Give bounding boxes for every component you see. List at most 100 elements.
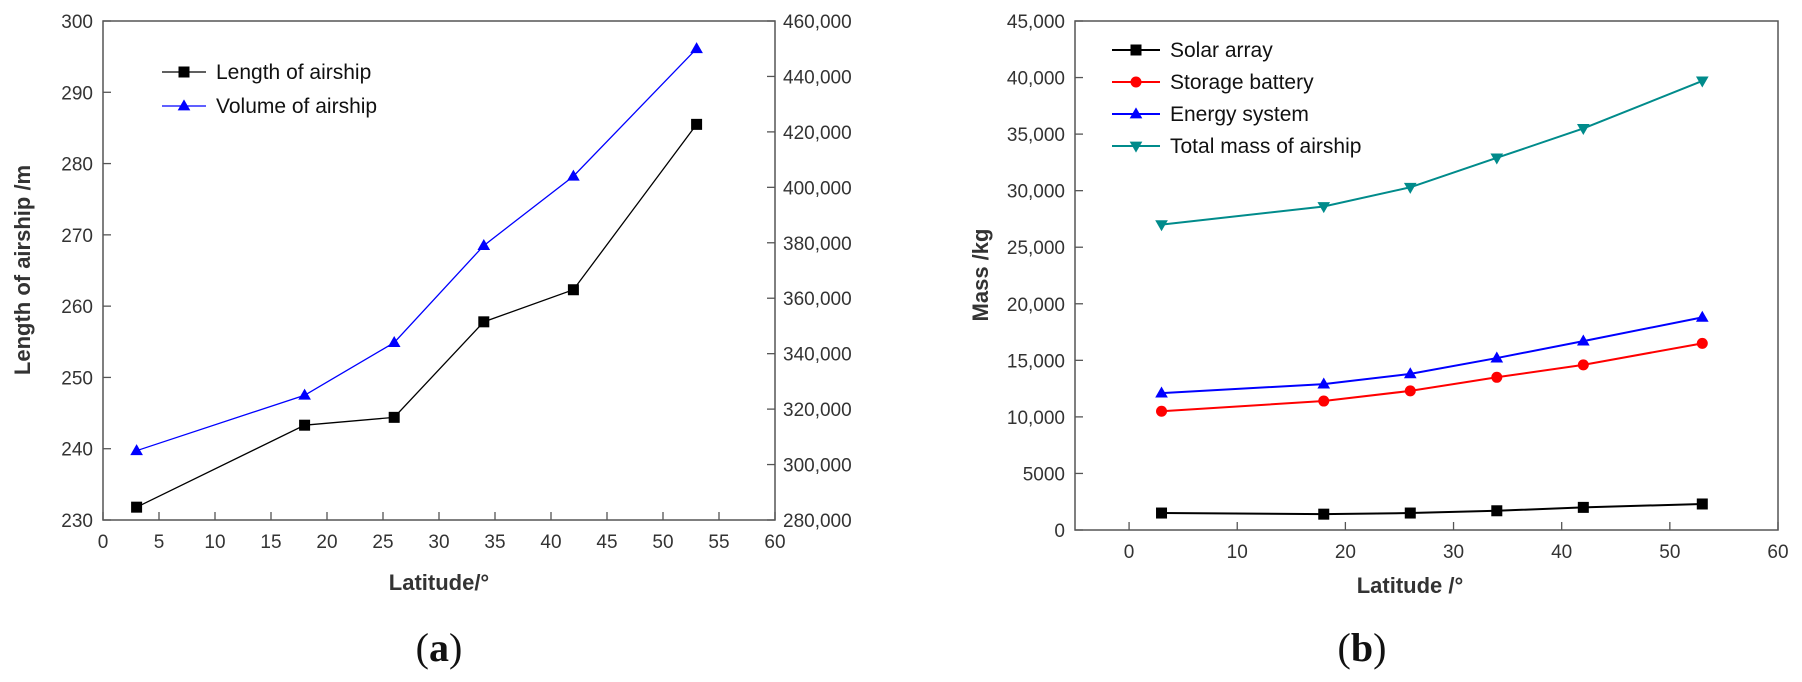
chart-b-solar-array-point (1156, 507, 1168, 519)
chart-a-x-tick-label: 35 (484, 532, 505, 553)
chart-a-y2-tick-label: 320,000 (783, 400, 852, 421)
chart-a-y-ticks: 230 240 250 260 270 280 290 300 (61, 12, 111, 532)
chart-b-solar-array-line (1161, 502, 1703, 516)
chart-a-length-of-airship-point (567, 284, 579, 296)
chart-b-y-tick-label: 25,000 (1007, 238, 1065, 259)
chart-a-x-tick-label: 50 (652, 532, 673, 553)
chart-a-y2-tick-label: 400,000 (783, 178, 852, 199)
chart-a-y-tick-label: 230 (61, 511, 93, 532)
chart-b-series (1155, 76, 1709, 520)
chart-a-y-tick-label: 240 (61, 440, 93, 461)
chart-a-x-tick-label: 20 (316, 532, 337, 553)
chart-b-x-tick-label: 40 (1551, 542, 1572, 563)
chart-b-total-mass-of-airship-point (1695, 76, 1709, 88)
chart-b-plot-frame (1074, 20, 1779, 531)
chart-a-y-tick-label: 280 (61, 155, 93, 176)
chart-a-y2-tick-label: 460,000 (783, 12, 852, 33)
chart-b-x-axis-label: Latitude /° (1357, 573, 1464, 598)
chart-b-legend-total-mass-of-airship-marker (1129, 141, 1143, 153)
chart-b-storage-battery-point (1404, 385, 1416, 397)
chart-b-y-tick-label: 20,000 (1007, 295, 1065, 316)
chart-a-volume-of-airship-point (298, 388, 311, 400)
chart-b-energy-system-point (1695, 310, 1709, 322)
chart-b-legend: Solar array Storage battery Energy system T… (1112, 39, 1361, 158)
chart-a-volume-of-airship-point (690, 42, 703, 54)
chart-b-y-tick-label: 40,000 (1007, 69, 1065, 90)
chart-b-total-mass-of-airship-point (1155, 220, 1168, 232)
chart-b-solar-array-point (1491, 505, 1503, 517)
chart-b-solar-array-point (1318, 508, 1330, 520)
chart-b-total-mass-of-airship-point (1576, 124, 1590, 136)
chart-b-legend-energy-system-marker (1129, 107, 1143, 119)
chart-b-solar-array-point (1696, 498, 1708, 510)
chart-b-total-mass-of-airship-point (1490, 153, 1504, 165)
chart-b-storage-battery-point (1577, 359, 1589, 371)
chart-b-energy-system-point (1155, 386, 1168, 398)
chart-a-y2-ticks: 280,000 300,000 320,000 340,000 360,000 380,0… (767, 12, 852, 532)
chart-b-y-tick-label: 10,000 (1007, 408, 1065, 429)
chart-b-x-tick-label: 10 (1227, 542, 1248, 563)
chart-a-y2-tick-label: 420,000 (783, 123, 852, 144)
chart-b-storage-battery-point (1696, 337, 1708, 349)
chart-b-energy-system-point (1576, 334, 1590, 346)
chart-a-plot-frame (102, 20, 776, 521)
chart-a-volume-of-airship-line (136, 48, 698, 452)
chart-a-y2-tick-label: 280,000 (783, 511, 852, 532)
chart-b-y-axis-label: Mass /kg (968, 229, 993, 322)
chart-a-length-of-airship-line (136, 123, 698, 508)
chart-a-panel-letter: a (429, 625, 449, 670)
chart-a-x-axis-label: Latitude/° (389, 570, 489, 595)
chart-a-legend: Length of airship Volume of airship (162, 61, 377, 118)
chart-a: 0 5 10 15 20 25 30 35 40 45 50 55 60 230 240 250 260 270… (10, 12, 852, 670)
chart-b-legend-storage-battery-label: Storage battery (1170, 71, 1314, 94)
chart-b-x-tick-label: 60 (1767, 542, 1788, 563)
chart-b-solar-array-point (1404, 507, 1416, 519)
chart-b-x-tick-label: 0 (1124, 542, 1135, 563)
chart-a-y-axis-label: Length of airship /m (10, 165, 35, 375)
chart-a-length-of-airship-point (478, 316, 490, 328)
chart-a-length-of-airship-point (388, 411, 400, 423)
chart-a-volume-of-airship-point (130, 444, 143, 456)
chart-b-storage-battery-point (1318, 395, 1330, 407)
chart-a-y2-tick-label: 340,000 (783, 345, 852, 366)
chart-a-y2-tick-label: 300,000 (783, 456, 852, 477)
chart-a-x-tick-label: 60 (764, 532, 785, 553)
chart-b-storage-battery-line (1161, 342, 1703, 413)
chart-a-series (130, 42, 703, 513)
chart-a-y-tick-label: 250 (61, 368, 93, 389)
chart-b-legend-solar-array-label: Solar array (1170, 39, 1273, 62)
chart-b-storage-battery-point (1156, 405, 1168, 417)
chart-b-total-mass-of-airship-point (1317, 202, 1331, 214)
chart-b-panel-letter: b (1351, 625, 1373, 670)
chart-b-energy-system-point (1317, 377, 1331, 389)
chart-a-x-tick-label: 40 (540, 532, 561, 553)
chart-b-total-mass-of-airship-point (1403, 182, 1417, 194)
chart-a-y-tick-label: 290 (61, 83, 93, 104)
chart-b-y-tick-label: 5000 (1023, 464, 1065, 485)
chart-b-x-tick-label: 20 (1335, 542, 1356, 563)
chart-a-x-tick-label: 45 (596, 532, 617, 553)
chart-b-x-tick-label: 30 (1443, 542, 1464, 563)
chart-a-x-ticks: 0 5 10 15 20 25 30 35 40 45 50 55 60 (98, 512, 786, 553)
chart-a-y-tick-label: 270 (61, 226, 93, 247)
chart-b-storage-battery-point (1491, 371, 1503, 383)
chart-a-x-tick-label: 15 (260, 532, 281, 553)
chart-a-x-tick-label: 25 (372, 532, 393, 553)
chart-a-length-of-airship-point (131, 501, 143, 513)
chart-a-volume-of-airship-point (387, 335, 401, 347)
chart-b-x-ticks: 0 10 20 30 40 50 60 (1124, 522, 1789, 563)
chart-b-legend-energy-system-label: Energy system (1170, 103, 1309, 126)
chart-b-y-tick-label: 0 (1054, 521, 1065, 542)
chart-a-legend-length-of-airship-marker (178, 66, 190, 78)
chart-a-x-tick-label: 10 (204, 532, 225, 553)
chart-b-solar-array-point (1577, 501, 1589, 513)
chart-b-energy-system-point (1490, 351, 1504, 363)
chart-a-legend-volume-of-airship-label: Volume of airship (216, 95, 377, 118)
chart-a-x-tick-label: 0 (98, 532, 109, 553)
chart-a-length-of-airship-point (299, 419, 311, 431)
chart-a-y-tick-label: 260 (61, 297, 93, 318)
chart-b-y-tick-label: 15,000 (1007, 351, 1065, 372)
chart-a-volume-of-airship-point (567, 169, 580, 181)
chart-a-y2-tick-label: 440,000 (783, 67, 852, 88)
